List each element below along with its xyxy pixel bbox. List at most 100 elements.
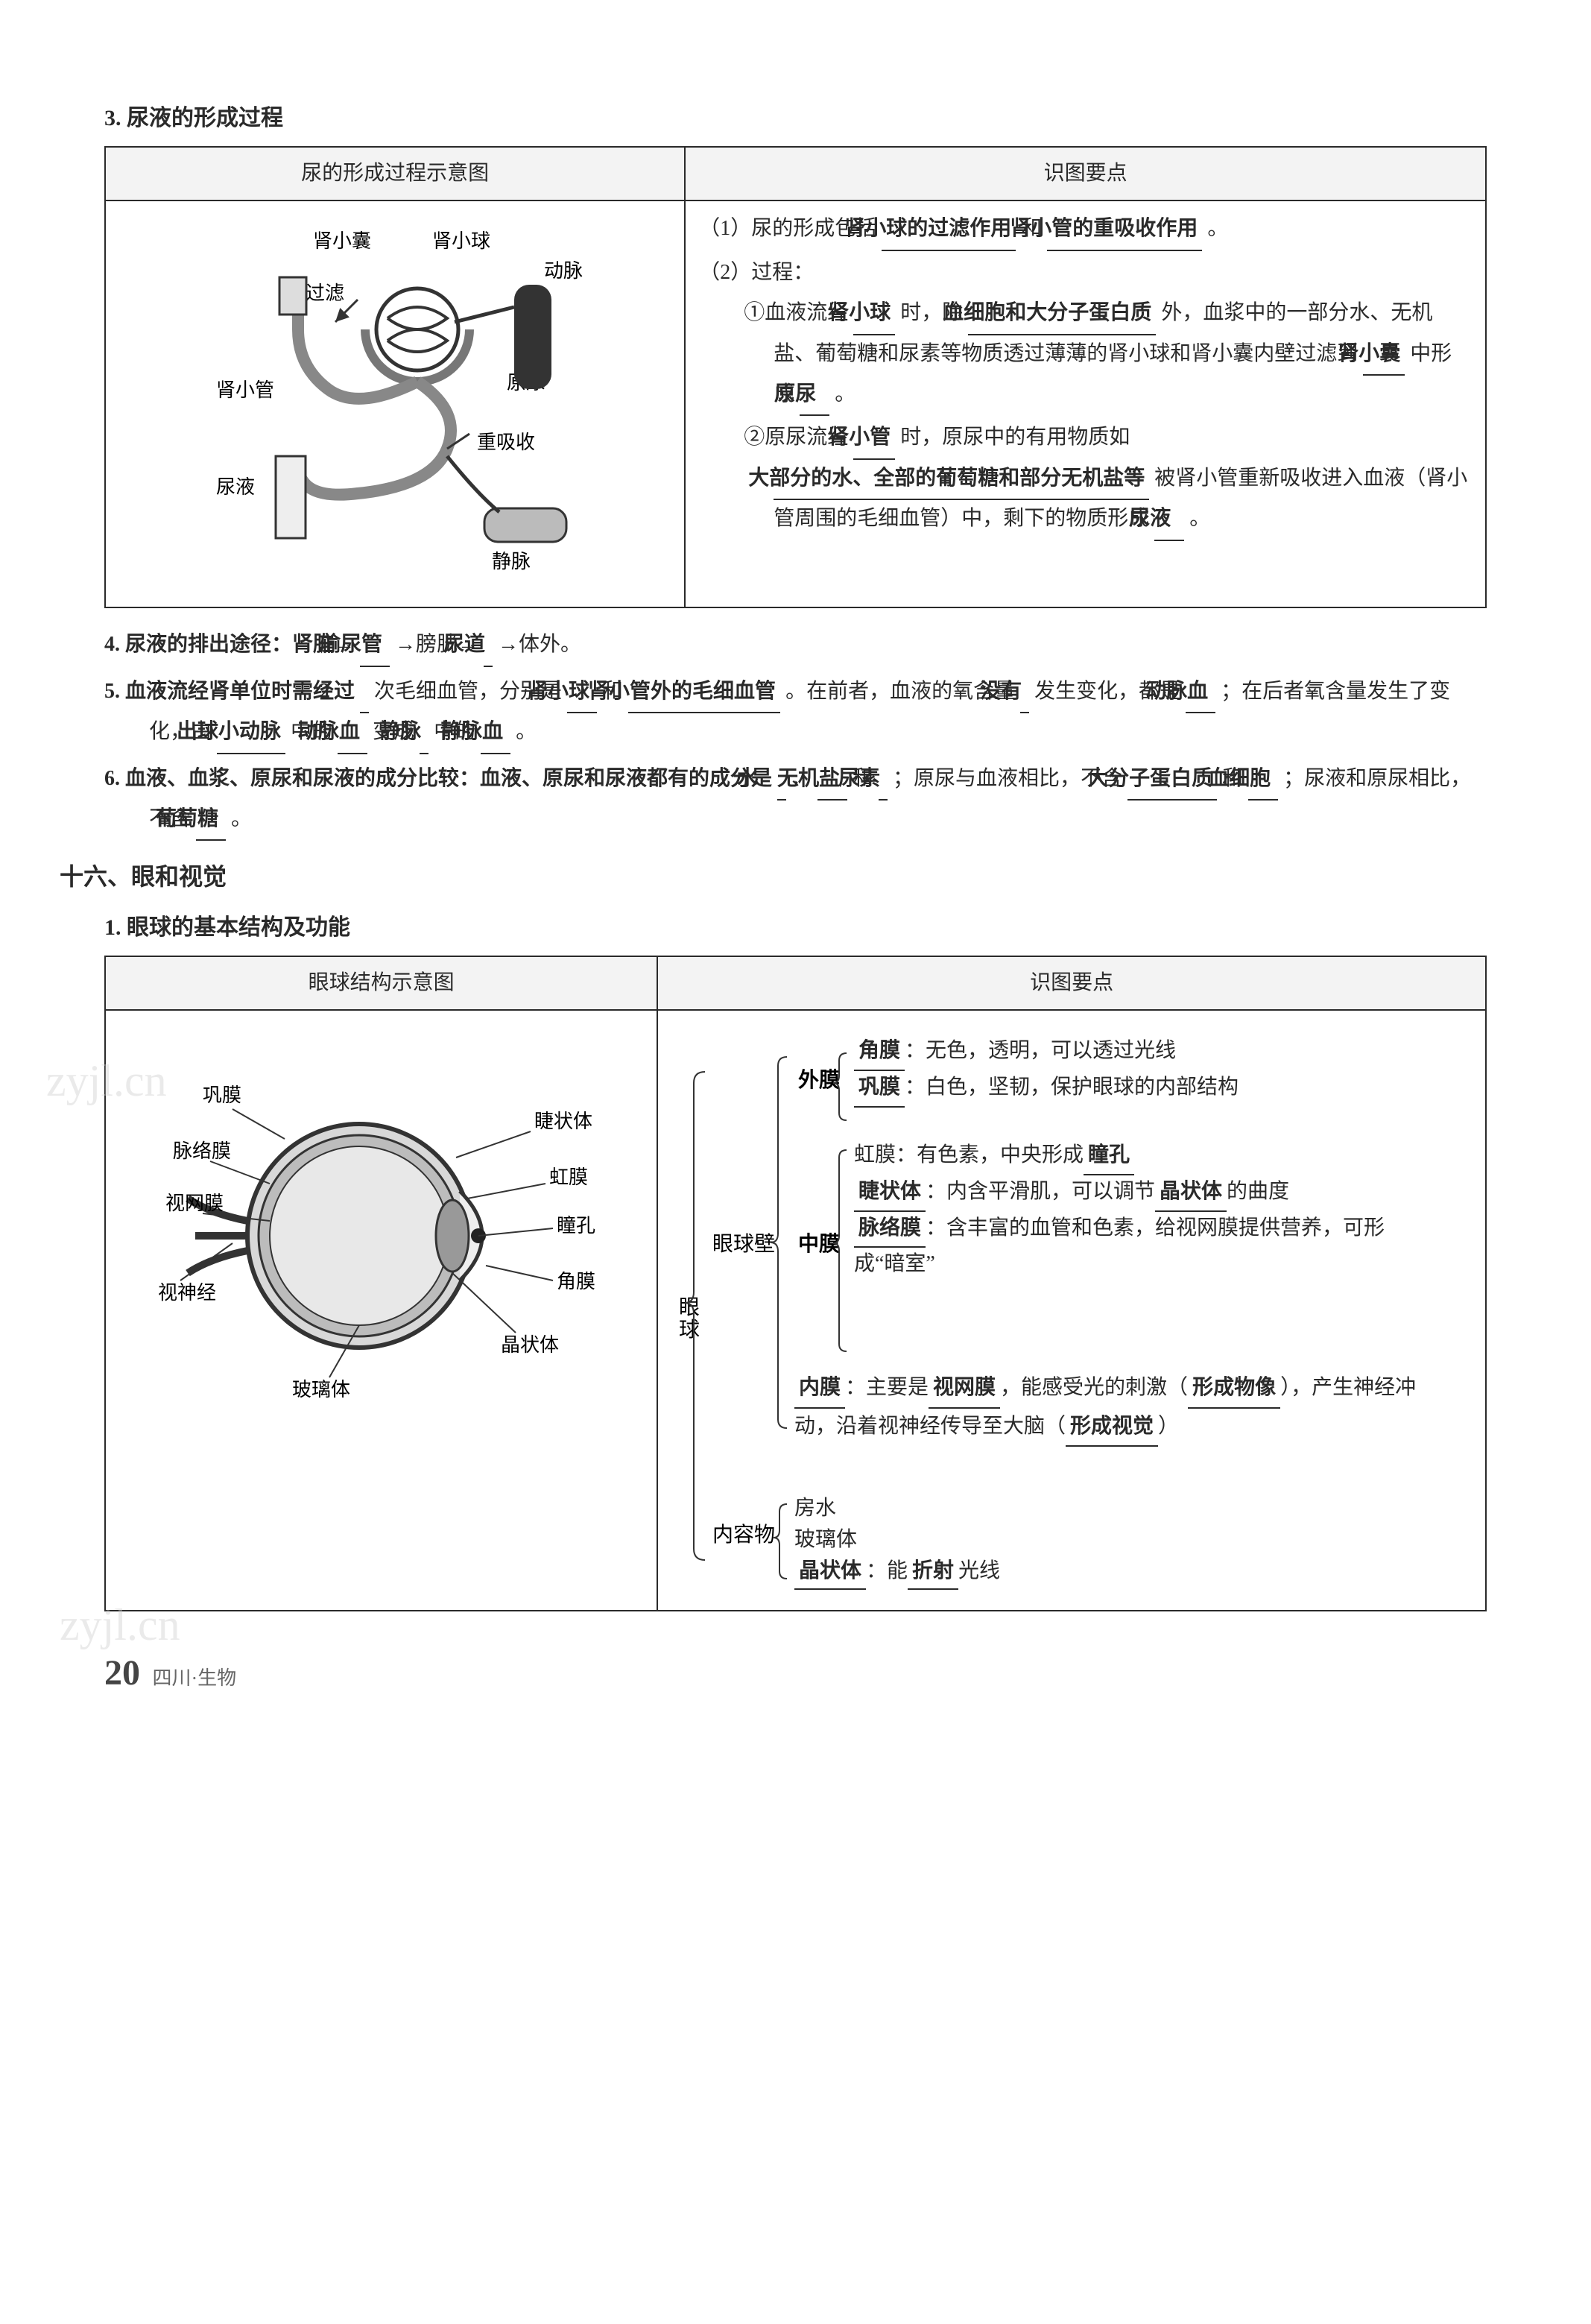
q5-b9: 静脉血 — [481, 713, 510, 754]
q4-b2: 尿道 — [484, 626, 493, 666]
sec16-col1-header: 眼球结构示意图 — [105, 956, 657, 1010]
q3-p2b: ②原尿流经 肾小管 时，原尿中的有用物质如 大部分的水、全部的葡萄糖和部分无机盐… — [699, 419, 1472, 540]
content-i3-b2: 折射 — [908, 1556, 958, 1590]
svg-text:视神经: 视神经 — [158, 1282, 216, 1304]
q3-point1: （1）尿的形成包括 肾小球的过滤作用 和 肾小管的重吸收作用 。 — [699, 210, 1472, 250]
label-niaoye: 尿液 — [216, 476, 255, 498]
q6-b6: 葡萄糖 — [196, 801, 226, 841]
content-i1: 房水 — [794, 1493, 1420, 1524]
mid-i2-b1: 睫状体 — [854, 1175, 926, 1212]
eye-brace-diagram: 眼 球 眼球壁 外膜 角膜：无色，透明，可以透过光线 巩膜：白色，坚韧，保护眼球… — [671, 1020, 1432, 1601]
label-guolv: 过滤 — [306, 282, 344, 304]
outer-t2: ：白色，坚韧，保护眼球的内部结构 — [905, 1076, 1239, 1099]
outer-b1: 角膜 — [854, 1035, 905, 1071]
svg-text:球: 球 — [679, 1318, 700, 1342]
mid-i3-b: 脉络膜 — [854, 1212, 926, 1248]
mid-i2-b2: 晶状体 — [1155, 1175, 1227, 1212]
content-label: 内容物 — [712, 1523, 775, 1547]
q3-col1-header: 尿的形成过程示意图 — [105, 147, 685, 200]
q4-b1: 输尿管 — [360, 626, 390, 666]
svg-text:晶状体: 晶状体 — [501, 1334, 559, 1356]
q5-b3: 肾小管外的毛细血管 — [628, 673, 780, 713]
svg-text:视网膜: 视网膜 — [165, 1193, 224, 1214]
mid-i2-m: ：内含平滑肌，可以调节 — [926, 1180, 1155, 1203]
inner-b1: 视网膜 — [929, 1370, 1000, 1409]
q4-prefix: 4. 尿液的排出途径：肾脏→ — [104, 633, 355, 656]
q3-title: 3. 尿液的形成过程 — [104, 98, 1487, 139]
q5-b8: 静脉 — [420, 713, 428, 754]
watermark-2: zyjl.cn — [60, 1585, 180, 1665]
svg-text:外膜: 外膜 — [798, 1068, 840, 1092]
q5-prefix: 5. 血液流经肾单位时需经过 — [104, 680, 355, 703]
svg-text:瞳孔: 瞳孔 — [557, 1215, 595, 1237]
q3-p2b-m1: 时，原尿中的有用物质如 — [900, 426, 1130, 449]
q5-b7: 动脉血 — [338, 713, 367, 754]
q3-p2a-b4: 原尿 — [800, 376, 829, 416]
eye-diagram-cell: zyjl.cn — [105, 1010, 657, 1611]
q3-p2a-b2: 血细胞和大分子蛋白质 — [968, 294, 1156, 335]
label-shenxiaoqiu: 肾小球 — [432, 230, 490, 252]
q4-line: 4. 尿液的排出途径：肾脏→ 输尿管 →膀胱→ 尿道 →体外。 — [104, 626, 1487, 666]
mid-i2-s: 的曲度 — [1227, 1180, 1289, 1203]
svg-text:睫状体: 睫状体 — [534, 1111, 592, 1132]
q3-p1-suffix: 。 — [1207, 217, 1228, 240]
label-shenxiaonang: 肾小囊 — [313, 230, 371, 252]
q3-p2a-b3: 肾小囊 — [1363, 335, 1405, 376]
q3-points-cell: （1）尿的形成包括 肾小球的过滤作用 和 肾小管的重吸收作用 。 （2）过程： … — [685, 200, 1486, 607]
q3-p2b-suf: 。 — [1189, 507, 1210, 530]
q5-suf: 。 — [516, 720, 537, 743]
eye-structure-diagram: 巩膜 脉络膜 视网膜 视神经 玻璃体 睫状体 虹膜 瞳孔 角膜 晶状体 — [158, 1027, 605, 1415]
page-footer: 20 四川·生物 — [104, 1641, 1487, 1705]
q3-p2-title: （2）过程： — [699, 254, 1472, 291]
label-chongxishou: 重吸收 — [477, 432, 535, 453]
outer-t1: ：无色，透明，可以透过光线 — [905, 1039, 1176, 1062]
q3-p2a-b1: 肾小球 — [853, 294, 895, 335]
q3-p2a-suf: 。 — [835, 382, 855, 405]
label-shenxiaoguan: 肾小管 — [216, 379, 274, 401]
q5-b4: 没有 — [1020, 673, 1029, 713]
q6-prefix: 6. 血液、血浆、原尿和尿液的成分比较：血液、原尿和尿液都有的成分是 — [104, 767, 772, 790]
inner-suf: ） — [1158, 1415, 1179, 1438]
content-i2: 玻璃体 — [794, 1524, 1420, 1556]
q3-col2-header: 识图要点 — [685, 147, 1486, 200]
mid-i1-pre: 虹膜：有色素，中央形成 — [854, 1143, 1084, 1166]
mid-i3-t: ：含丰富的血管和色素，给视网膜提供营养，可形成“暗室” — [854, 1216, 1385, 1276]
q5-b5: 动脉血 — [1186, 673, 1215, 713]
content-i3-s: 光线 — [958, 1559, 1000, 1582]
q3-p1-blank2: 肾小管的重吸收作用 — [1047, 210, 1202, 250]
q3-p2b-b2: 大部分的水、全部的葡萄糖和部分无机盐等 — [774, 460, 1149, 500]
wall-label: 眼球壁 — [712, 1232, 775, 1256]
urine-formation-diagram: 肾小囊 肾小球 动脉 过滤 肾小管 原尿 重吸收 尿液 静脉 — [164, 218, 626, 590]
artery-shape — [514, 285, 551, 389]
q5-b1: 2 — [360, 673, 369, 713]
q3-p2a: ①血液流经 肾小球 时，除 血细胞和大分子蛋白质 外，血浆中的一部分水、无机盐、… — [699, 294, 1472, 416]
sec16-col2-header: 识图要点 — [657, 956, 1486, 1010]
q3-diagram-cell: 肾小囊 肾小球 动脉 过滤 肾小管 原尿 重吸收 尿液 静脉 — [105, 200, 685, 607]
svg-text:虹膜: 虹膜 — [549, 1166, 588, 1188]
label-jingmai: 静脉 — [492, 551, 531, 572]
content-i3-m: ：能 — [866, 1559, 908, 1582]
inner-pre: ：主要是 — [845, 1376, 929, 1399]
eye-points-cell: 眼 球 眼球壁 外膜 角膜：无色，透明，可以透过光线 巩膜：白色，坚韧，保护眼球… — [657, 1010, 1486, 1611]
svg-text:巩膜: 巩膜 — [203, 1084, 241, 1106]
q3-p2b-b1: 肾小管 — [853, 419, 895, 459]
q3-table: 尿的形成过程示意图 识图要点 肾小囊 肾小球 动脉 过滤 肾小管 原尿 重吸收 … — [104, 146, 1487, 608]
q5-line: 5. 血液流经肾单位时需经过 2 次毛细血管，分别是 肾小球 和 肾小管外的毛细… — [104, 673, 1487, 754]
q4-suf: →体外。 — [498, 633, 581, 656]
sec16-title: 十六、眼和视觉 — [60, 856, 1487, 899]
inner-b2: 形成物像 — [1188, 1370, 1280, 1409]
q3-p1-blank1: 肾小球的过滤作用 — [882, 210, 1016, 250]
q5-b6: 出球小动脉 — [217, 713, 285, 754]
content-i3-b1: 晶状体 — [794, 1556, 866, 1590]
watermark-1: zyjl.cn — [46, 1041, 167, 1121]
q6-b4: 大分子蛋白质 — [1127, 760, 1217, 801]
inner-label: 内膜 — [794, 1370, 845, 1409]
inner-m1: ，能感受光的刺激（ — [1000, 1376, 1188, 1399]
svg-text:脉络膜: 脉络膜 — [173, 1140, 231, 1162]
svg-text:玻璃体: 玻璃体 — [292, 1379, 350, 1401]
q3-p2b-b3: 尿液 — [1154, 500, 1184, 540]
root-label: 眼 — [679, 1296, 700, 1319]
sec16-table: 眼球结构示意图 识图要点 zyjl.cn — [104, 956, 1487, 1611]
footer-label: 四川·生物 — [153, 1667, 237, 1689]
label-dongmai: 动脉 — [544, 260, 583, 282]
